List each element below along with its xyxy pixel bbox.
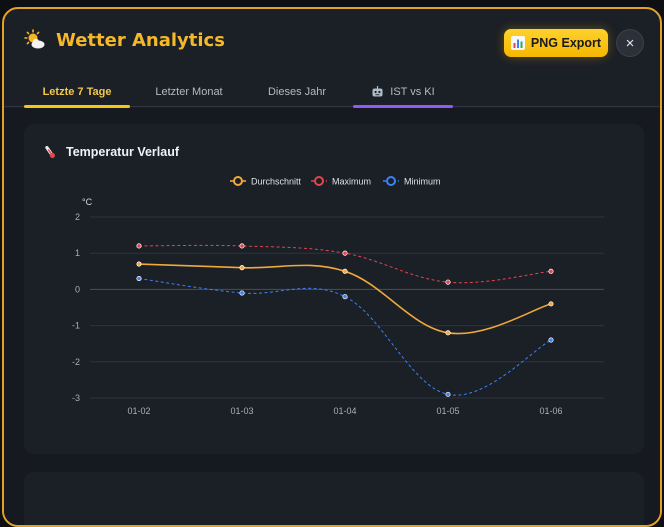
series-minimum [136,275,554,397]
data-point[interactable] [342,294,348,300]
png-export-label: PNG Export [530,36,602,50]
temperature-chart: Durchschnitt Maximum Minimum °C 210-1-2-3 … [72,176,604,416]
card-title: Temperatur Verlauf [66,145,180,159]
thermometer-icon [42,144,58,160]
legend-item[interactable]: Minimum [383,176,441,187]
temperature-card: Temperatur Verlauf Durchschnitt Maximum Mi… [24,124,644,454]
analytics-modal: Wetter Analytics PNG Export × Letzte 7 T… [2,7,662,527]
x-axis-ticks: 01-02 01-03 01-04 01-05 01-06 [127,406,562,416]
data-point[interactable] [548,301,554,307]
tab-label: Dieses Jahr [267,86,327,98]
tab-this-year[interactable]: Dieses Jahr [249,77,345,107]
legend-label: Maximum [332,177,371,187]
y-axis-ticks: 2 1 0 -1 -2 -3 [72,212,80,403]
y-tick-label: 0 [75,284,80,294]
data-point[interactable] [239,243,245,249]
data-point[interactable] [136,261,142,267]
x-tick-label: 01-04 [333,406,356,416]
y-tick-label: -2 [72,357,80,367]
card-header: Temperatur Verlauf [42,144,179,160]
legend-item[interactable]: Durchschnitt [230,176,302,187]
title-group: Wetter Analytics [24,29,225,51]
x-tick-label: 01-03 [230,406,253,416]
tab-bar: Letzte 7 Tage Letzter Monat Dieses Jahr … [4,77,660,108]
tab-active-indicator [24,105,130,108]
chart-lines [136,243,554,397]
legend-marker [233,176,243,186]
data-point[interactable] [548,268,554,274]
data-point[interactable] [136,243,142,249]
y-axis-label: °C [82,197,93,207]
close-button[interactable]: × [616,29,644,57]
series-maximum [136,243,554,285]
data-point[interactable] [239,290,245,296]
series-durchschnitt [136,261,554,336]
data-point[interactable] [548,337,554,343]
legend-marker [314,176,324,186]
x-tick-label: 01-02 [127,406,150,416]
close-icon: × [625,34,635,52]
modal-header: Wetter Analytics PNG Export × [4,9,660,77]
legend-label: Durchschnitt [251,177,302,187]
data-point[interactable] [445,330,451,336]
series-line [138,278,552,396]
tab-ist-vs-ki[interactable]: IST vs KI [353,77,453,108]
legend-item[interactable]: Maximum [311,176,371,187]
data-point[interactable] [136,275,142,282]
tab-ai-indicator [353,105,453,108]
app-title: Wetter Analytics [56,29,225,51]
legend-marker [386,176,396,186]
tab-last-month[interactable]: Letzter Monat [141,77,237,107]
tab-label: Letzte 7 Tage [42,86,112,98]
y-tick-label: 2 [75,212,80,222]
x-tick-label: 01-06 [539,406,562,416]
tab-last-7-days[interactable]: Letzte 7 Tage [24,77,130,108]
data-point[interactable] [239,265,245,271]
tab-label: IST vs KI [390,86,435,98]
data-point[interactable] [445,391,451,397]
y-tick-label: -3 [72,393,80,403]
bar-chart-icon [510,36,525,50]
data-point[interactable] [342,268,348,274]
robot-icon [371,85,384,99]
y-tick-label: 1 [75,248,80,258]
y-tick-label: -1 [72,321,80,331]
tab-label: Letzter Monat [155,86,223,98]
data-point[interactable] [445,279,451,285]
modal-content: Temperatur Verlauf Durchschnitt Maximum Mi… [4,108,660,525]
data-point[interactable] [342,250,348,256]
chart-legend: Durchschnitt Maximum Minimum [230,176,441,187]
chart-grid [90,216,604,399]
legend-label: Minimum [404,177,441,187]
png-export-button[interactable]: PNG Export [504,29,608,57]
sun-cloud-icon [24,29,46,51]
x-tick-label: 01-05 [436,406,459,416]
